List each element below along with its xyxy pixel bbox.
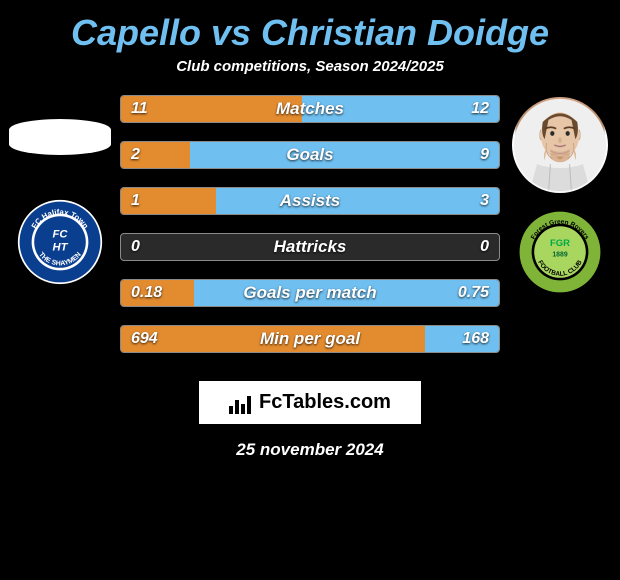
stat-label: Goals per match: [121, 283, 499, 303]
stat-label: Goals: [121, 145, 499, 165]
stat-value-right: 9: [480, 146, 489, 164]
stat-value-right: 12: [471, 100, 489, 118]
stat-label: Assists: [121, 191, 499, 211]
page-title: Capello vs Christian Doidge: [0, 0, 620, 58]
footer-date: 25 november 2024: [0, 440, 620, 460]
svg-text:FGR: FGR: [550, 238, 570, 249]
stat-row: 1Assists3: [120, 187, 500, 215]
stat-label: Matches: [121, 99, 499, 119]
stat-row: 11Matches12: [120, 95, 500, 123]
stat-label: Min per goal: [121, 329, 499, 349]
left-player-column: FC Halifax Town THE SHAYMEN FC HT: [0, 89, 120, 287]
forest-green-badge-icon: Forest Green Rovers FOOTBALL CLUB FGR 18…: [517, 209, 603, 295]
stat-value-right: 0.75: [458, 284, 489, 302]
stat-row: 2Goals9: [120, 141, 500, 169]
stat-label: Hattricks: [121, 237, 499, 257]
svg-text:1889: 1889: [552, 251, 567, 258]
left-player-avatar: [9, 119, 111, 155]
stat-row: 0.18Goals per match0.75: [120, 279, 500, 307]
footer: FcTables.com 25 november 2024: [0, 377, 620, 460]
right-player-column: Forest Green Rovers FOOTBALL CLUB FGR 18…: [500, 89, 620, 297]
left-club-badge: FC Halifax Town THE SHAYMEN FC HT: [15, 197, 105, 287]
stat-value-right: 3: [480, 192, 489, 210]
subtitle: Club competitions, Season 2024/2025: [0, 58, 620, 89]
comparison-content: FC Halifax Town THE SHAYMEN FC HT 11Matc…: [0, 89, 620, 377]
stat-row: 694Min per goal168: [120, 325, 500, 353]
stat-value-right: 168: [462, 330, 489, 348]
bar-chart-icon: [229, 391, 253, 414]
right-player-avatar: [512, 97, 608, 193]
halifax-badge-icon: FC Halifax Town THE SHAYMEN FC HT: [17, 199, 103, 285]
stats-column: 11Matches12 2Goals9 1Assists3 0Hattricks0 0.…: [120, 89, 500, 377]
stat-row: 0Hattricks0: [120, 233, 500, 261]
right-club-badge: Forest Green Rovers FOOTBALL CLUB FGR 18…: [515, 207, 605, 297]
brand-text: FcTables.com: [259, 391, 391, 413]
svg-text:FC: FC: [53, 229, 69, 241]
stat-value-right: 0: [480, 238, 489, 256]
svg-text:HT: HT: [53, 242, 69, 254]
brand-logo: FcTables.com: [199, 381, 421, 424]
